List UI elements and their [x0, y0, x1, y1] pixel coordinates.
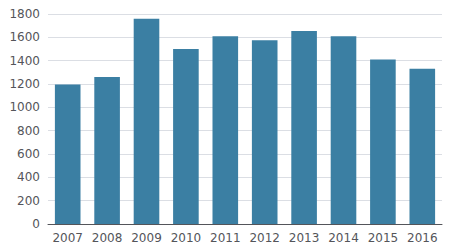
svg-text:200: 200 — [17, 194, 40, 208]
svg-text:1600: 1600 — [9, 30, 40, 44]
svg-text:2011: 2011 — [210, 231, 241, 245]
svg-text:2008: 2008 — [92, 231, 123, 245]
svg-text:600: 600 — [17, 147, 40, 161]
svg-text:2015: 2015 — [368, 231, 399, 245]
svg-text:1400: 1400 — [9, 54, 40, 68]
svg-text:2013: 2013 — [289, 231, 320, 245]
svg-text:800: 800 — [17, 124, 40, 138]
svg-text:2010: 2010 — [171, 231, 202, 245]
svg-text:1000: 1000 — [9, 100, 40, 114]
svg-text:2014: 2014 — [328, 231, 359, 245]
svg-text:0: 0 — [32, 217, 40, 231]
svg-text:2012: 2012 — [249, 231, 280, 245]
svg-text:2007: 2007 — [52, 231, 83, 245]
svg-text:1200: 1200 — [9, 77, 40, 91]
svg-text:2009: 2009 — [131, 231, 162, 245]
svg-text:400: 400 — [17, 170, 40, 184]
svg-text:1800: 1800 — [9, 7, 40, 21]
svg-text:2016: 2016 — [407, 231, 438, 245]
